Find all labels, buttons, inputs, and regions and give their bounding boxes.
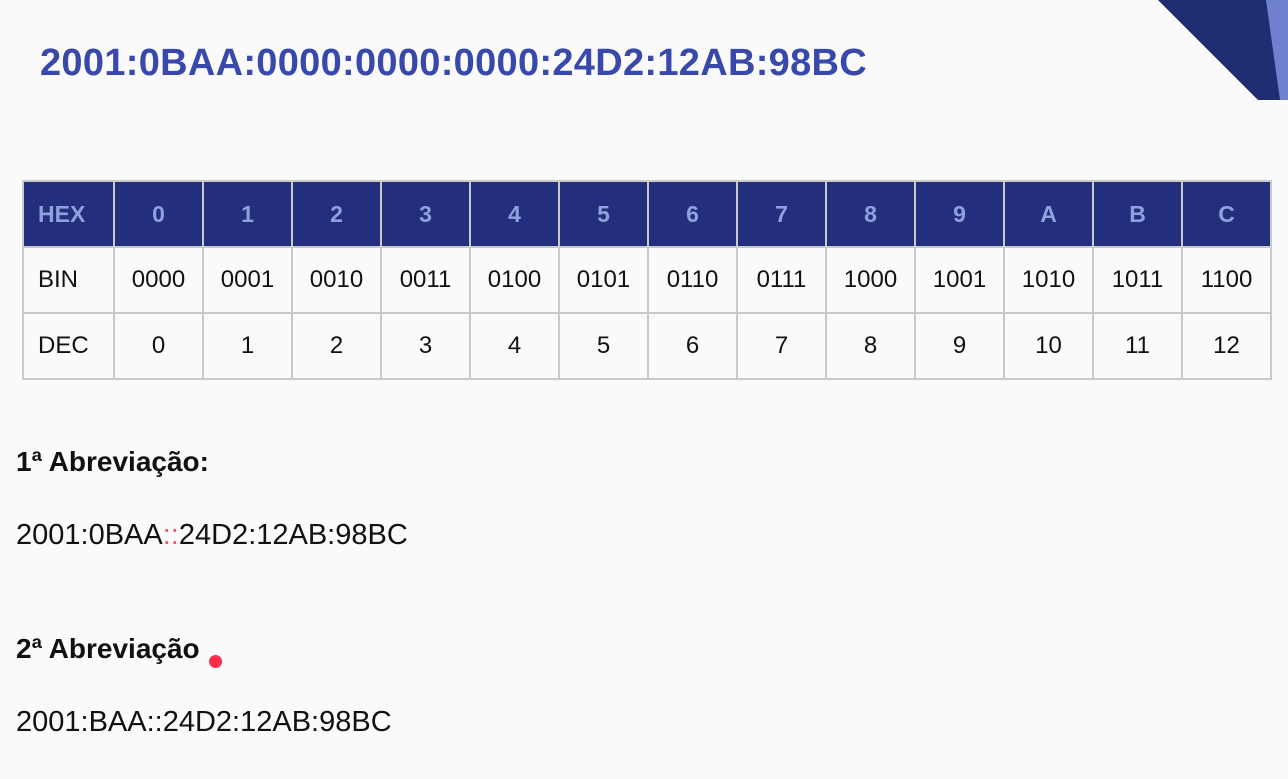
hex-header-cell: 7 — [736, 180, 827, 248]
corner-triangle-dark — [1158, 0, 1288, 100]
table-cell: 6 — [647, 312, 738, 380]
hex-header-cell: 5 — [558, 180, 649, 248]
laser-pointer-dot — [209, 655, 222, 668]
table-cell: 2 — [291, 312, 382, 380]
hex-header-cell: C — [1181, 180, 1272, 248]
abbreviation-1-prefix: 2001:0BAA — [16, 519, 163, 551]
hex-header-cell: 1 — [202, 180, 293, 248]
table-cell: 0100 — [469, 246, 560, 314]
row-label: DEC — [22, 312, 115, 380]
table-cell: 10 — [1003, 312, 1094, 380]
table-cell: 1 — [202, 312, 293, 380]
table-cell: 0010 — [291, 246, 382, 314]
table-cell: 9 — [914, 312, 1005, 380]
row-label: BIN — [22, 246, 115, 314]
corner-triangle-light — [1266, 0, 1288, 100]
hex-header-cell: 0 — [113, 180, 204, 248]
hex-header-cell: B — [1092, 180, 1183, 248]
table-cell: 7 — [736, 312, 827, 380]
table-header-label: HEX — [22, 180, 115, 248]
slide-title: 2001:0BAA:0000:0000:0000:24D2:12AB:98BC — [40, 42, 868, 84]
table-cell: 5 — [558, 312, 649, 380]
hex-header-cell: 4 — [469, 180, 560, 248]
abbreviation-1-double-colon: :: — [162, 519, 179, 551]
table-cell: 0 — [113, 312, 204, 380]
hex-header-cell: 2 — [291, 180, 382, 248]
corner-decoration — [1158, 0, 1288, 100]
table-cell: 4 — [469, 312, 560, 380]
table-row-dec: DEC 0 1 2 3 4 5 6 7 8 9 10 11 12 — [22, 312, 1272, 380]
table-row-bin: BIN 0000 0001 0010 0011 0100 0101 0110 0111 1000 1… — [22, 246, 1272, 314]
table-cell: 1010 — [1003, 246, 1094, 314]
abbreviation-1-heading: 1ª Abreviação: — [16, 446, 209, 477]
abbreviation-1-address: 2001:0BAA::24D2:12AB:98BC — [16, 519, 408, 552]
table-cell: 0111 — [736, 246, 827, 314]
table-cell: 1011 — [1092, 246, 1183, 314]
table-cell: 1000 — [825, 246, 916, 314]
table-cell: 8 — [825, 312, 916, 380]
hex-header-cell: A — [1003, 180, 1094, 248]
table-cell: 11 — [1092, 312, 1183, 380]
table-cell: 0001 — [202, 246, 293, 314]
table-cell: 12 — [1181, 312, 1272, 380]
table-cell: 0101 — [558, 246, 649, 314]
table-cell: 1001 — [914, 246, 1005, 314]
hex-header-cell: 8 — [825, 180, 916, 248]
table-cell: 1100 — [1181, 246, 1272, 314]
table-cell: 0011 — [380, 246, 471, 314]
abbreviation-2-address: 2001:BAA::24D2:12AB:98BC — [16, 706, 392, 738]
table-cell: 0000 — [113, 246, 204, 314]
hex-header-cell: 3 — [380, 180, 471, 248]
hex-header-cell: 6 — [647, 180, 738, 248]
abbreviation-2-heading: 2ª Abreviação — [16, 633, 200, 664]
table-cell: 3 — [380, 312, 471, 380]
abbreviation-1-suffix: 24D2:12AB:98BC — [178, 519, 408, 551]
hex-header-cell: 9 — [914, 180, 1005, 248]
table-cell: 0110 — [647, 246, 738, 314]
